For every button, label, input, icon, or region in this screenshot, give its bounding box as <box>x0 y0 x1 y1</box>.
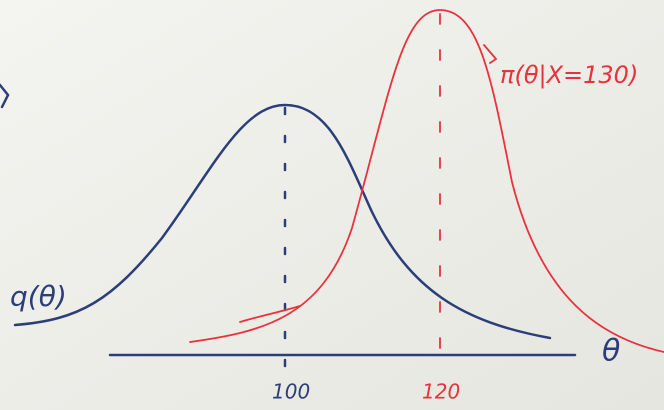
tick-label: 100 <box>272 380 310 404</box>
axis-label: θ <box>602 334 620 369</box>
curve-label: q(θ) <box>10 280 67 313</box>
whiteboard: q(θ) π(θ|X=130) 100 120 θ <box>0 0 664 410</box>
page: {"axis": {"label": "θ", "ticks": ["100",… <box>0 0 664 410</box>
curve-label: π(θ|X=130) <box>500 61 638 89</box>
tick-label: 120 <box>422 380 460 404</box>
